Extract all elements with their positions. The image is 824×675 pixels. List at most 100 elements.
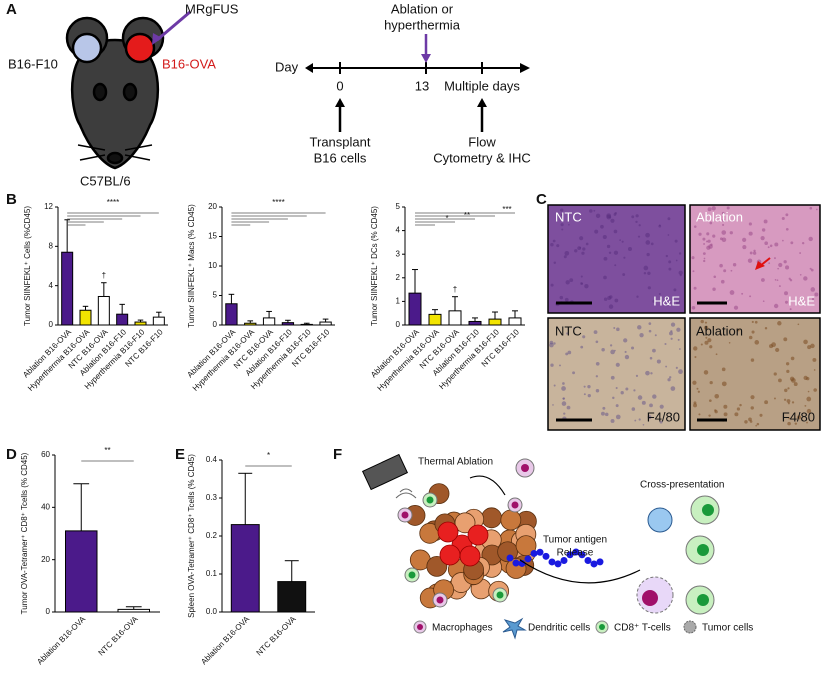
texture [734, 412, 739, 417]
ablated-cell [437, 521, 459, 543]
dendritic-cell [647, 507, 673, 533]
texture [711, 206, 716, 211]
texture [788, 277, 791, 280]
texture [759, 413, 763, 417]
texture [729, 231, 733, 235]
panel-label: B [6, 191, 17, 208]
texture [677, 338, 680, 341]
significance-label: **** [272, 198, 284, 207]
texture [698, 232, 702, 236]
texture [778, 262, 783, 268]
texture [730, 269, 733, 272]
texture [635, 220, 638, 224]
texture [707, 207, 712, 212]
texture [712, 287, 716, 291]
significance-label: * [267, 451, 270, 460]
texture [559, 364, 561, 367]
texture [595, 375, 599, 378]
label: Release [557, 548, 594, 559]
texture [567, 350, 572, 355]
texture [764, 400, 769, 405]
texture [606, 213, 612, 219]
texture [749, 251, 753, 255]
texture [778, 285, 781, 288]
texture [790, 241, 794, 245]
label: B16-F10 [8, 56, 58, 71]
texture [645, 370, 650, 376]
texture [815, 208, 818, 211]
bar [230, 524, 260, 613]
texture [553, 261, 557, 265]
y-tick-label: 5 [396, 202, 401, 211]
texture [608, 251, 612, 255]
texture [781, 217, 785, 221]
texture [741, 292, 744, 295]
histology-panels [547, 204, 821, 431]
texture [620, 391, 624, 395]
texture [806, 408, 812, 414]
texture [608, 304, 614, 309]
texture [593, 330, 598, 335]
texture [782, 239, 784, 242]
texture [786, 399, 791, 403]
texture [648, 322, 652, 325]
panel-label: E [175, 446, 185, 463]
texture [760, 278, 765, 282]
bar [97, 295, 110, 326]
antigen [512, 559, 520, 567]
y-tick-label: 0 [49, 320, 54, 329]
texture [631, 346, 635, 350]
y-tick-label: 40 [41, 502, 50, 511]
texture [764, 326, 768, 330]
texture [807, 345, 812, 350]
texture [706, 240, 708, 243]
ablated-cell [459, 545, 481, 567]
label: Multiple days [444, 78, 520, 93]
arrowhead [755, 261, 765, 270]
texture [691, 306, 696, 310]
texture [610, 218, 615, 223]
texture [749, 295, 752, 298]
cell-nucleus [496, 591, 504, 599]
bar [117, 608, 150, 613]
texture [785, 213, 789, 217]
antigen [536, 548, 544, 556]
texture [712, 234, 716, 238]
texture [753, 249, 756, 252]
texture [615, 362, 620, 367]
texture [778, 378, 782, 383]
x-tick-label: Ablation B16-OVA [35, 614, 87, 666]
bar [79, 309, 92, 326]
texture [574, 249, 578, 253]
texture [769, 244, 773, 248]
image-label: Ablation [696, 209, 743, 224]
cell-nucleus [521, 464, 529, 472]
texture [579, 236, 584, 241]
texture [807, 390, 810, 393]
texture [552, 239, 556, 243]
texture [631, 215, 635, 219]
antigen [566, 551, 574, 559]
texture [750, 406, 754, 410]
texture [556, 244, 560, 248]
texture [783, 260, 787, 264]
texture [559, 295, 564, 300]
texture [723, 269, 727, 273]
texture [659, 404, 664, 409]
texture [613, 229, 618, 234]
bar [116, 313, 129, 326]
texture [675, 259, 678, 262]
texture [693, 286, 697, 290]
texture [813, 388, 817, 392]
texture [703, 370, 709, 375]
bar [65, 530, 98, 613]
texture [708, 414, 711, 417]
texture [552, 404, 554, 406]
image [689, 317, 821, 431]
texture [748, 222, 752, 226]
texture [565, 352, 569, 356]
x-tick-label: Ablation B16-OVA [199, 614, 251, 666]
texture [703, 325, 709, 330]
texture [670, 322, 676, 327]
